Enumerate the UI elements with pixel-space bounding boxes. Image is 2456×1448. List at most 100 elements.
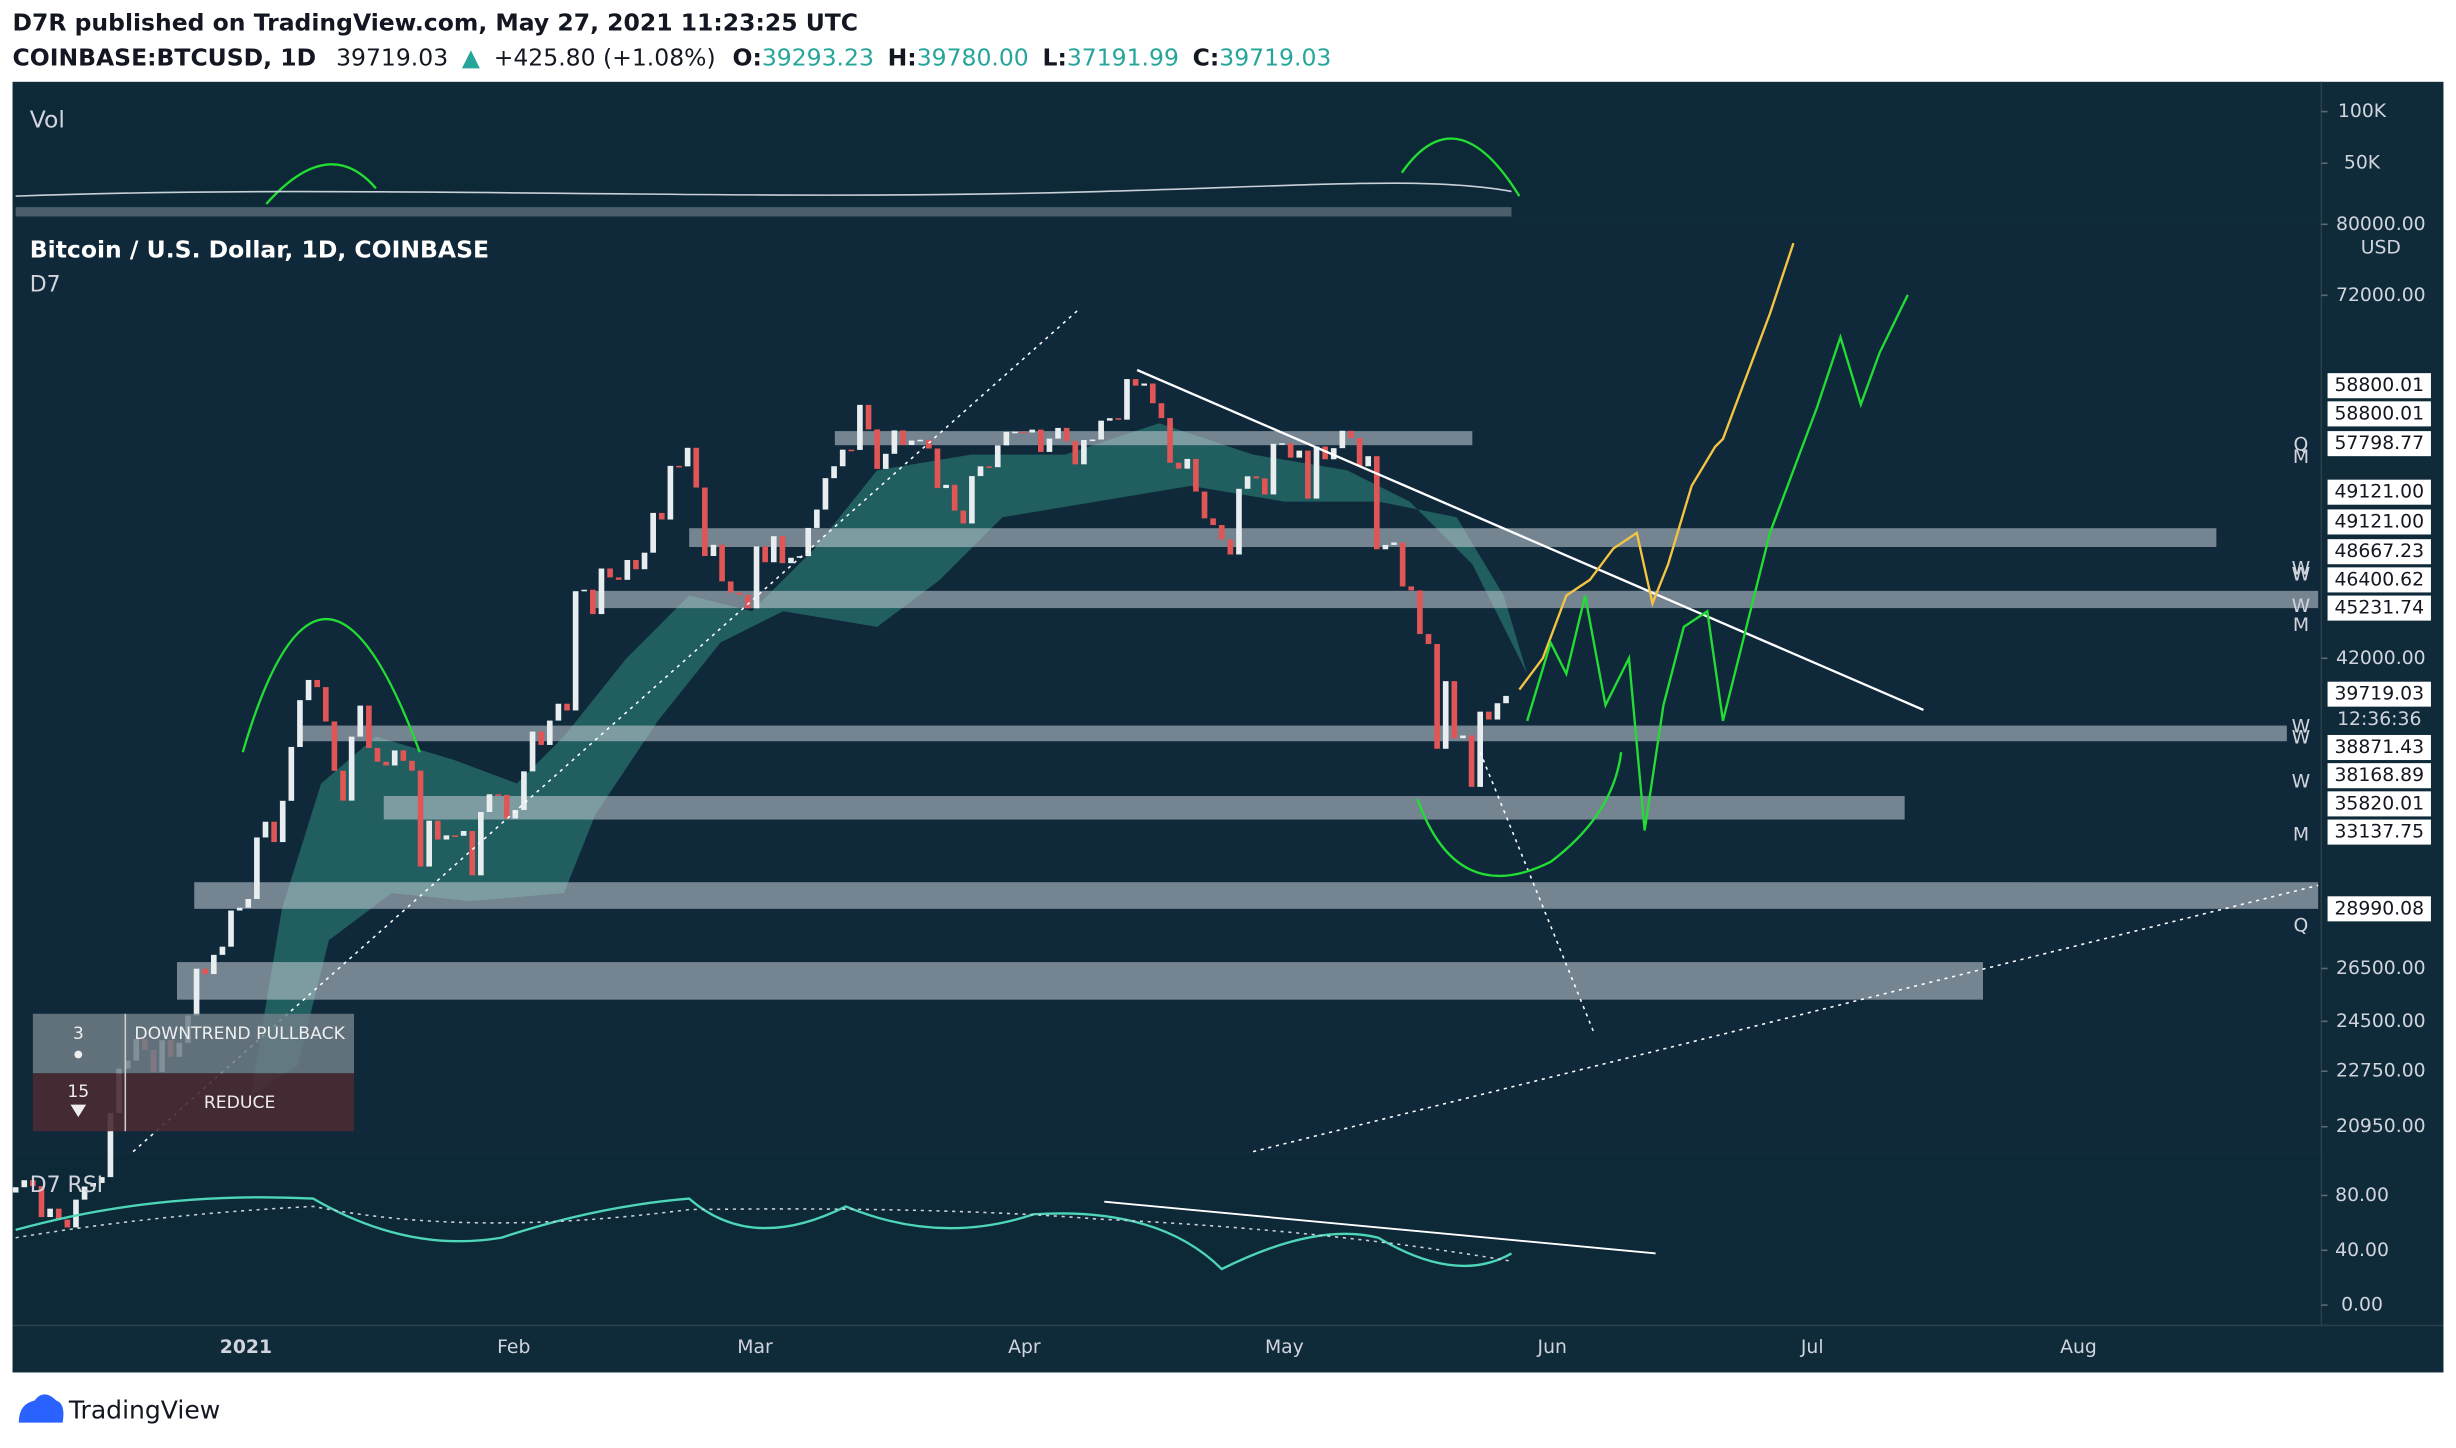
candle-body bbox=[1494, 703, 1501, 720]
candle-body bbox=[658, 512, 665, 520]
candle-body bbox=[1244, 476, 1251, 489]
level-label: 49121.00 bbox=[2334, 511, 2424, 532]
level-mark: W bbox=[2292, 558, 2311, 579]
symbol: COINBASE:BTCUSD, 1D bbox=[13, 43, 317, 71]
candle-body bbox=[107, 1113, 114, 1178]
candle-body bbox=[47, 1208, 53, 1218]
candle-body bbox=[1193, 458, 1199, 492]
y-tick-label: 20950.00 bbox=[2336, 1116, 2426, 1137]
candle-body bbox=[986, 466, 992, 468]
candle-body bbox=[30, 1180, 36, 1187]
candle-body bbox=[288, 746, 295, 801]
candle-body bbox=[977, 466, 984, 477]
candle-body bbox=[1003, 431, 1010, 446]
candle-body bbox=[1072, 441, 1079, 465]
arc bbox=[1400, 137, 1521, 197]
zone bbox=[689, 528, 2217, 548]
candle-body bbox=[1038, 429, 1044, 452]
candle-body bbox=[650, 512, 656, 553]
candle-body bbox=[822, 478, 829, 510]
open: 39293.23 bbox=[762, 43, 874, 71]
level-label: 28990.08 bbox=[2334, 898, 2424, 919]
change: +425.80 (+1.08%) bbox=[494, 43, 716, 71]
candle-body bbox=[1063, 427, 1070, 442]
drawings bbox=[15, 137, 2319, 1271]
last: 39719.03 bbox=[336, 43, 448, 71]
candle-body bbox=[21, 1180, 28, 1188]
candle-body bbox=[314, 679, 321, 688]
candle-body bbox=[81, 1186, 88, 1200]
candle-body bbox=[960, 510, 967, 524]
level-label: 12:36:36 bbox=[2337, 709, 2421, 730]
candle-body bbox=[322, 687, 329, 722]
candle-body bbox=[848, 449, 855, 452]
candle-body bbox=[1081, 439, 1087, 465]
candle-body bbox=[366, 705, 372, 748]
candle-body bbox=[1149, 383, 1156, 404]
candle-body bbox=[297, 700, 303, 747]
logo bbox=[18, 1394, 64, 1423]
h-label: H: bbox=[888, 43, 917, 71]
x-tick-label: Feb bbox=[497, 1337, 530, 1358]
candle-body bbox=[564, 703, 570, 711]
candle-body bbox=[1141, 383, 1148, 386]
arc bbox=[1416, 752, 1623, 877]
candle-body bbox=[262, 821, 269, 838]
candle-body bbox=[1442, 681, 1449, 749]
candle-body bbox=[90, 1183, 97, 1187]
zones bbox=[176, 431, 2319, 1000]
candle-body bbox=[1210, 518, 1216, 526]
candle-body bbox=[641, 552, 648, 570]
ohlc-line: COINBASE:BTCUSD, 1D 39719.03 ▲ +425.80 (… bbox=[13, 43, 1332, 71]
candle-body bbox=[279, 800, 286, 843]
candle-body bbox=[391, 750, 398, 766]
table-cell: DOWNTREND PULLBACK bbox=[134, 1023, 345, 1044]
brand: TradingView bbox=[68, 1396, 220, 1425]
candle-body bbox=[503, 794, 510, 819]
candle-body bbox=[245, 898, 252, 908]
candle-body bbox=[951, 484, 958, 511]
candle-body bbox=[236, 907, 243, 911]
candle-body bbox=[443, 835, 450, 840]
candle-body bbox=[1020, 431, 1027, 434]
candle-body bbox=[348, 736, 355, 801]
price-pane bbox=[15, 219, 2322, 1152]
candle-body bbox=[529, 731, 536, 772]
candle-body bbox=[512, 809, 519, 819]
candle-body bbox=[1468, 735, 1475, 787]
candle-body bbox=[667, 465, 674, 520]
level-label: 38871.43 bbox=[2334, 737, 2424, 758]
candle-body bbox=[1175, 462, 1182, 469]
c-label: C: bbox=[1193, 43, 1220, 71]
candle-body bbox=[1425, 634, 1432, 645]
candle-body bbox=[805, 527, 812, 557]
rsi-pane bbox=[15, 1154, 2322, 1324]
candle-body bbox=[495, 794, 501, 796]
level-box bbox=[2327, 479, 2431, 505]
candle-body bbox=[1158, 403, 1165, 419]
table-row bbox=[32, 1073, 354, 1132]
candle-body bbox=[598, 568, 605, 615]
candle-body bbox=[710, 544, 717, 556]
candle-body bbox=[400, 750, 407, 761]
candle-body bbox=[770, 536, 777, 563]
level-label: 39719.03 bbox=[2334, 684, 2424, 705]
candle-body bbox=[1106, 418, 1113, 421]
candle-body bbox=[624, 560, 631, 580]
candle-body bbox=[486, 794, 493, 812]
candle-body bbox=[219, 946, 226, 955]
volume-pane bbox=[15, 88, 2322, 217]
high: 39780.00 bbox=[917, 43, 1029, 71]
rsi-trend bbox=[1104, 1200, 1656, 1255]
candle-body bbox=[1460, 735, 1466, 739]
candle-body bbox=[1055, 427, 1061, 439]
chart-subtitle: D7 bbox=[30, 272, 61, 297]
y-tick-label: 80000.00 bbox=[2336, 214, 2426, 235]
level-mark: M bbox=[2293, 615, 2309, 636]
y-tick-label: 50K bbox=[2344, 153, 2381, 174]
candle-body bbox=[305, 679, 312, 701]
candle-body bbox=[633, 560, 639, 570]
candle-body bbox=[452, 835, 458, 837]
candle-body bbox=[1434, 644, 1440, 749]
candle-body bbox=[857, 404, 863, 450]
